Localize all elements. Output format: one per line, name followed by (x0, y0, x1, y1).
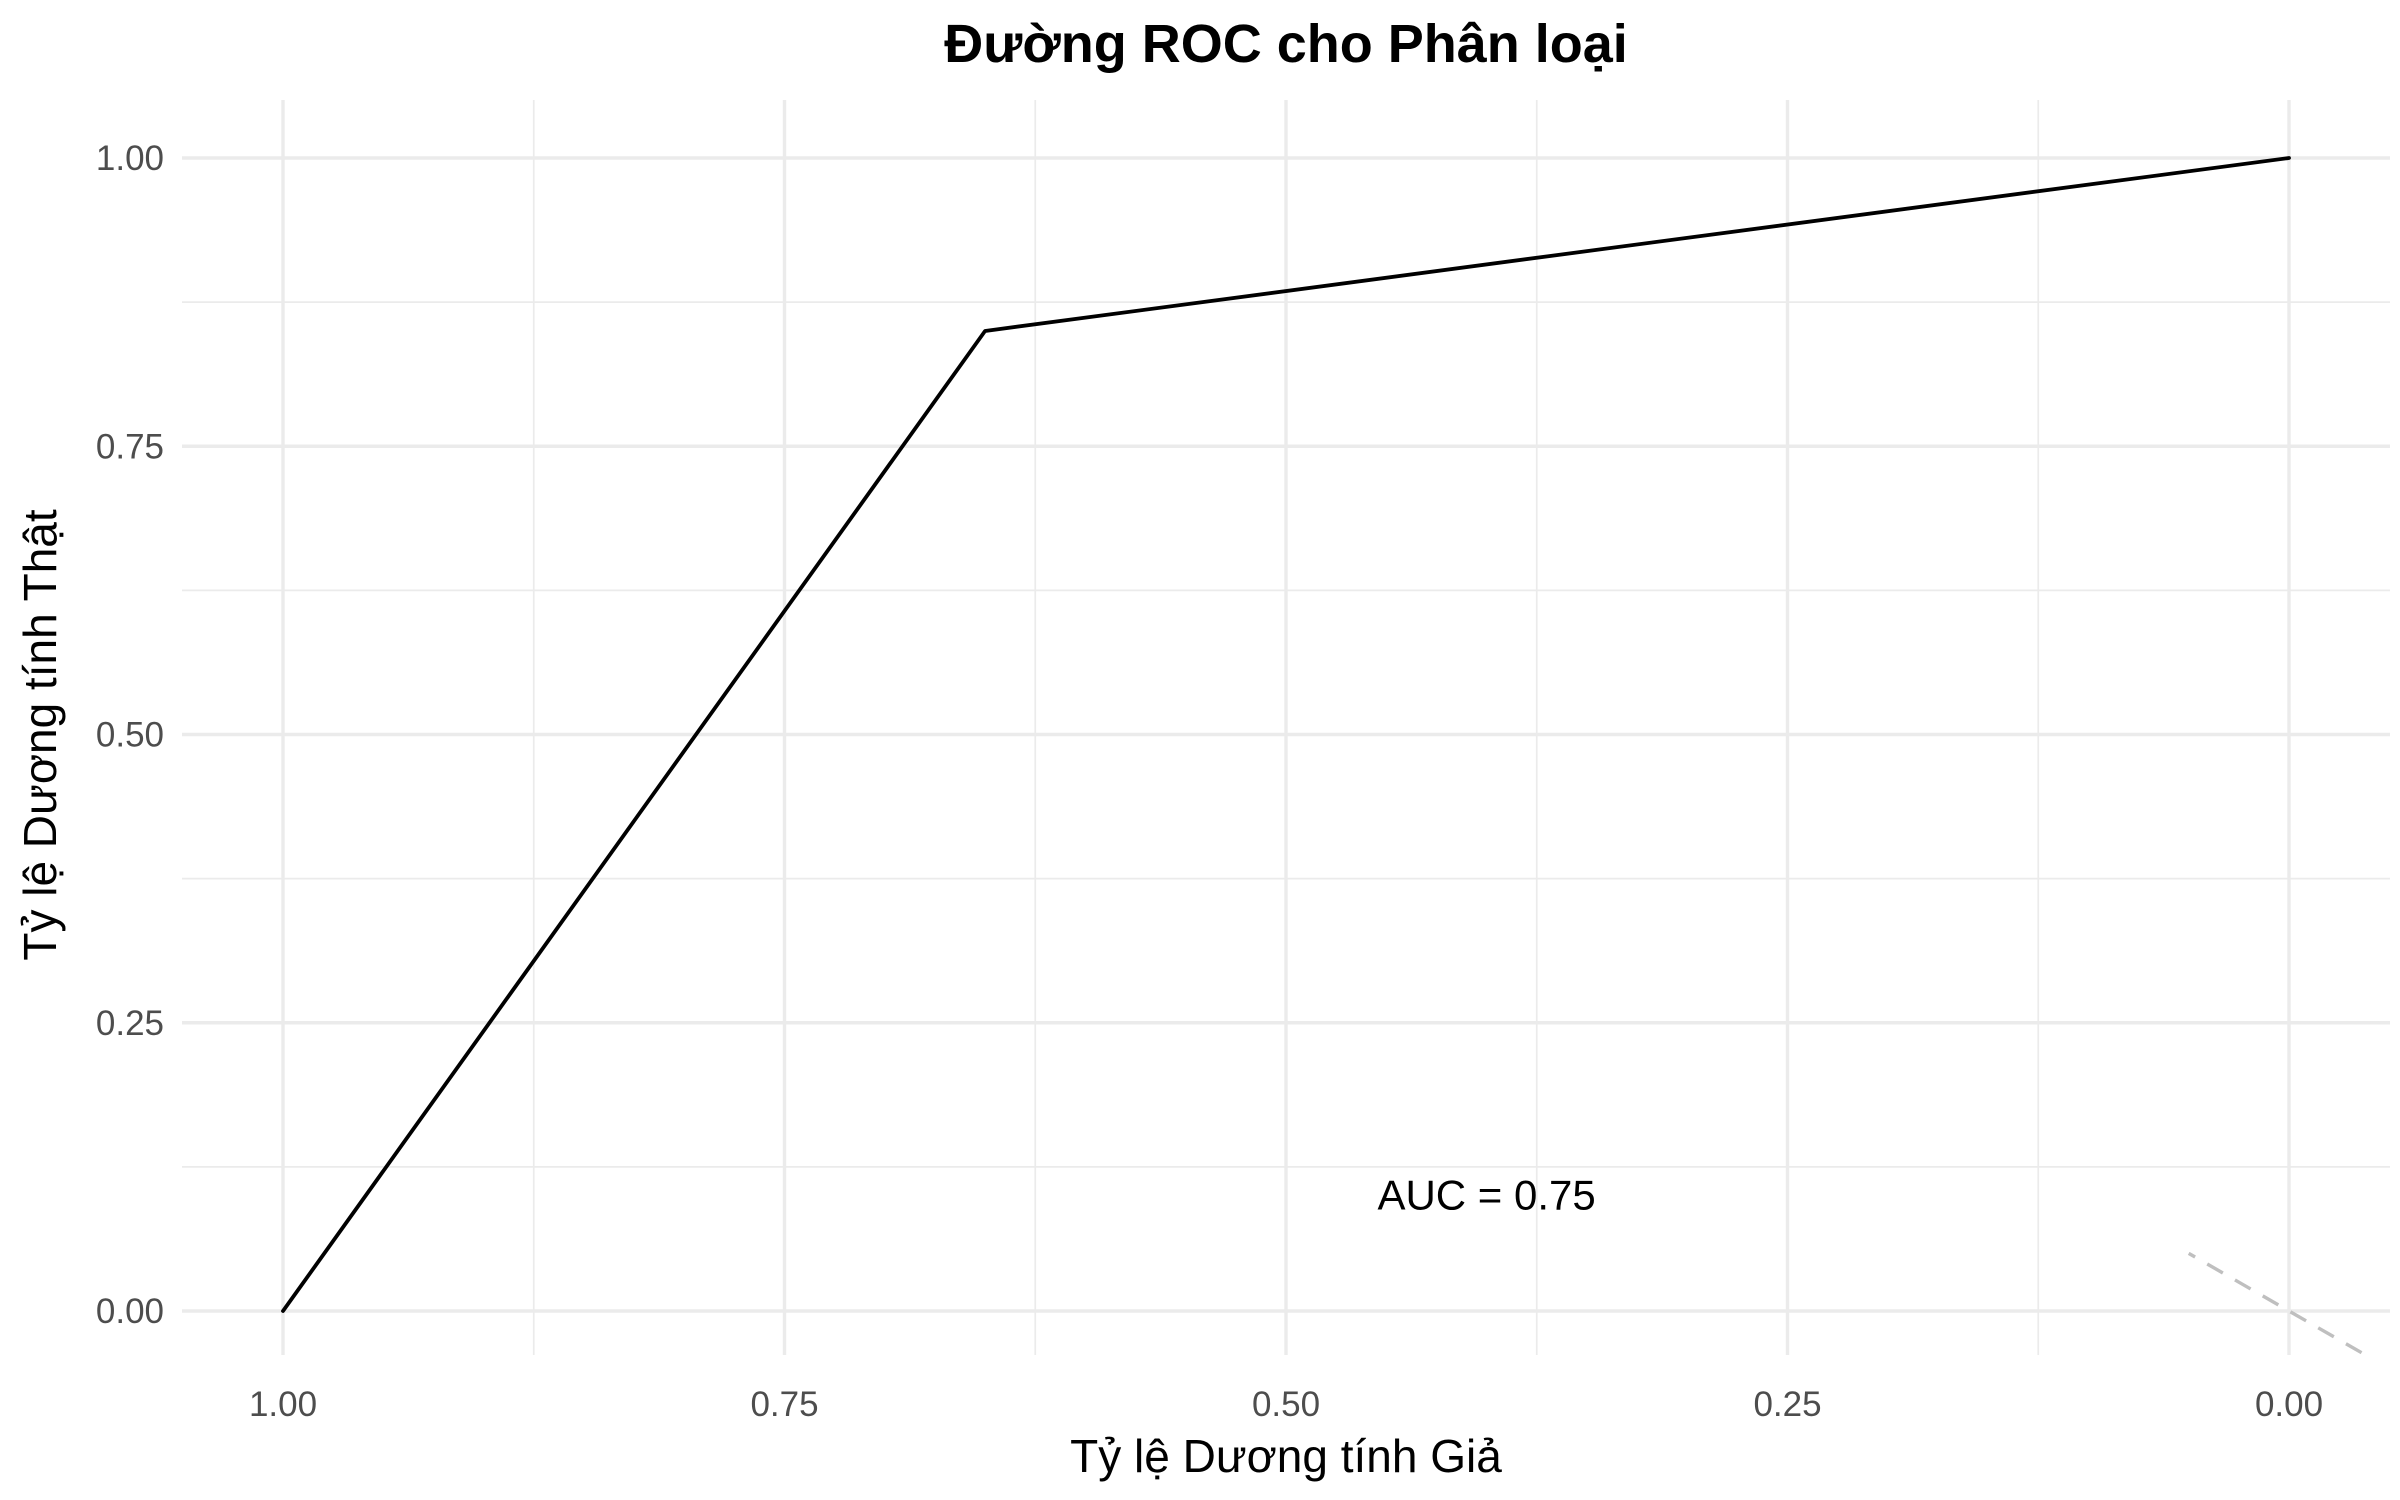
y-tick-label: 0.25 (96, 1004, 164, 1043)
grid-major-lines (182, 100, 2390, 1355)
y-tick-label: 0.00 (96, 1292, 164, 1331)
auc-annotation: AUC = 0.75 (1377, 1172, 1595, 1219)
y-tick-label: 0.50 (96, 716, 164, 755)
y-tick-labels: 0.00 0.25 0.50 0.75 1.00 (96, 139, 164, 1331)
y-tick-label: 1.00 (96, 139, 164, 178)
roc-curve-line (281, 156, 2291, 1313)
x-tick-label: 0.25 (1753, 1385, 1821, 1424)
reference-diagonal-line (2187, 1251, 2369, 1355)
x-tick-label: 0.75 (750, 1385, 818, 1424)
x-axis-title: Tỷ lệ Dương tính Giả (1070, 1430, 1502, 1482)
y-tick-label: 0.75 (96, 427, 164, 466)
y-axis-title: Tỷ lệ Dương tính Thật (14, 509, 66, 961)
x-tick-label: 0.50 (1252, 1385, 1320, 1424)
reference-line-layer (2187, 1251, 2369, 1355)
x-tick-label: 0.00 (2255, 1385, 2323, 1424)
annotation-layer: AUC = 0.75 (1377, 1172, 1595, 1219)
series-layer (281, 156, 2291, 1313)
x-tick-labels: 1.00 0.75 0.50 0.25 0.00 (249, 1385, 2323, 1424)
chart-title: Đường ROC cho Phân loại (944, 14, 1628, 74)
x-tick-label: 1.00 (249, 1385, 317, 1424)
